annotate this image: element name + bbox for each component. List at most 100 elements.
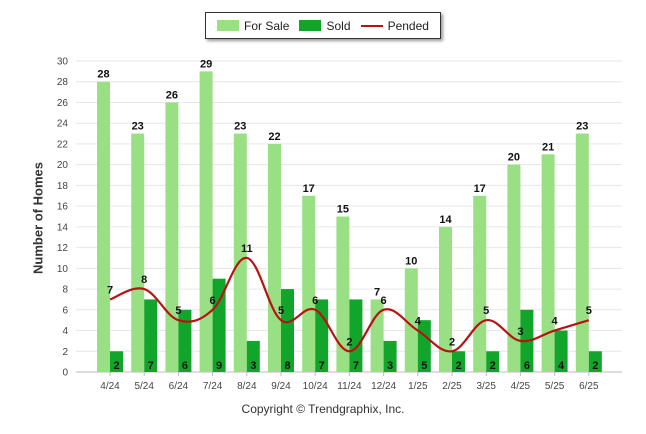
pended-value-label: 4 — [552, 316, 559, 328]
y-tick-label: 20 — [57, 160, 69, 171]
for-sale-value-label: 17 — [303, 183, 315, 195]
sold-value-label: 7 — [148, 360, 154, 372]
pended-value-label: 5 — [278, 305, 284, 317]
pended-value-label: 6 — [312, 295, 318, 307]
copyright-text: Copyright © Trendgraphix, Inc. — [241, 402, 405, 416]
sold-value-label: 6 — [182, 360, 188, 372]
pended-swatch — [360, 24, 383, 27]
for-sale-value-label: 17 — [474, 183, 486, 195]
bar-for-sale — [302, 195, 316, 372]
x-tick-label: 4/25 — [511, 381, 531, 392]
sold-value-label: 2 — [113, 360, 119, 372]
for-sale-value-label: 23 — [576, 121, 588, 133]
x-tick-label: 1/25 — [408, 381, 428, 392]
sold-value-label: 8 — [284, 360, 290, 372]
y-tick-label: 4 — [62, 326, 68, 337]
bar-for-sale — [507, 164, 521, 372]
sold-value-label: 3 — [250, 360, 256, 372]
pended-value-label: 5 — [175, 305, 181, 317]
legend-item-sold[interactable]: Sold — [299, 19, 351, 33]
x-tick-label: 6/24 — [169, 381, 189, 392]
pended-value-label: 3 — [517, 326, 523, 338]
bar-sold — [554, 330, 568, 372]
for-sale-value-label: 26 — [166, 89, 178, 101]
pended-value-label: 6 — [381, 295, 387, 307]
y-tick-label: 28 — [57, 77, 69, 88]
legend-label-pended: Pended — [387, 18, 429, 33]
pended-value-label: 7 — [107, 284, 113, 296]
y-tick-label: 16 — [57, 202, 69, 213]
bar-sold — [212, 278, 226, 372]
for-sale-value-label: 20 — [508, 152, 520, 164]
for-sale-value-label: 10 — [405, 255, 417, 267]
y-tick-label: 8 — [62, 285, 68, 296]
bar-sold — [246, 340, 260, 372]
sold-value-label: 7 — [319, 360, 325, 372]
bar-for-sale — [233, 133, 247, 372]
x-tick-label: 12/24 — [371, 381, 396, 392]
for-sale-value-label: 23 — [132, 121, 144, 133]
legend-item-for-sale[interactable]: For Sale — [217, 19, 289, 33]
x-tick-label: 4/24 — [100, 381, 120, 392]
x-tick-label: 5/25 — [545, 381, 565, 392]
bar-sold — [281, 289, 294, 372]
for-sale-value-label: 7 — [374, 286, 380, 298]
pended-value-label: 2 — [449, 336, 455, 348]
for-sale-value-label: 29 — [200, 58, 212, 70]
bar-sold — [315, 299, 329, 372]
bar-for-sale — [541, 154, 555, 372]
sold-value-label: 6 — [524, 360, 530, 372]
y-tick-label: 12 — [57, 243, 69, 254]
x-tick-label: 5/24 — [134, 381, 154, 392]
pended-value-label: 6 — [210, 295, 216, 307]
for-sale-value-label: 21 — [542, 141, 554, 153]
for-sale-value-label: 22 — [268, 131, 280, 143]
for-sale-swatch — [217, 20, 240, 31]
for-sale-value-label: 28 — [97, 69, 109, 81]
sold-value-label: 5 — [421, 360, 427, 372]
x-tick-label: 10/24 — [303, 381, 328, 392]
sold-value-label: 2 — [455, 360, 461, 372]
bar-for-sale — [97, 81, 110, 372]
y-tick-label: 10 — [57, 264, 69, 275]
bar-for-sale — [165, 102, 179, 372]
x-tick-label: 3/25 — [476, 381, 496, 392]
bar-sold — [349, 299, 363, 372]
bar-sold — [178, 309, 192, 372]
x-tick-label: 9/24 — [271, 381, 291, 392]
x-tick-label: 11/24 — [337, 381, 362, 392]
bar-sold — [588, 351, 602, 372]
y-tick-label: 0 — [62, 368, 68, 379]
for-sale-value-label: 14 — [439, 214, 452, 226]
sold-swatch — [299, 20, 322, 31]
sold-value-label: 2 — [490, 360, 496, 372]
bar-sold — [144, 299, 158, 372]
y-tick-label: 18 — [57, 181, 69, 192]
bar-for-sale — [473, 195, 487, 372]
bar-for-sale — [439, 226, 452, 372]
bar-for-sale — [268, 143, 281, 372]
y-tick-label: 30 — [57, 57, 69, 68]
legend-item-pended[interactable]: Pended — [360, 18, 429, 33]
x-tick-label: 8/24 — [237, 381, 257, 392]
bar-sold — [383, 340, 397, 372]
pended-value-label: 5 — [586, 305, 592, 317]
sold-value-label: 3 — [387, 360, 393, 372]
sold-value-label: 9 — [216, 360, 222, 372]
pended-value-label: 4 — [415, 316, 422, 328]
legend-label-for-sale: For Sale — [244, 18, 290, 33]
pended-value-label: 11 — [241, 243, 253, 255]
sold-value-label: 2 — [592, 360, 598, 372]
bar-sold — [110, 351, 123, 372]
pended-value-label: 2 — [346, 336, 352, 348]
sold-value-label: 7 — [353, 360, 359, 372]
y-tick-label: 22 — [57, 139, 69, 150]
bar-for-sale — [199, 71, 213, 372]
for-sale-value-label: 23 — [234, 121, 246, 133]
pended-value-label: 8 — [141, 274, 147, 286]
bar-for-sale — [575, 133, 589, 372]
y-tick-label: 2 — [62, 347, 68, 358]
sold-value-label: 4 — [558, 360, 565, 372]
bar-sold — [452, 351, 465, 372]
